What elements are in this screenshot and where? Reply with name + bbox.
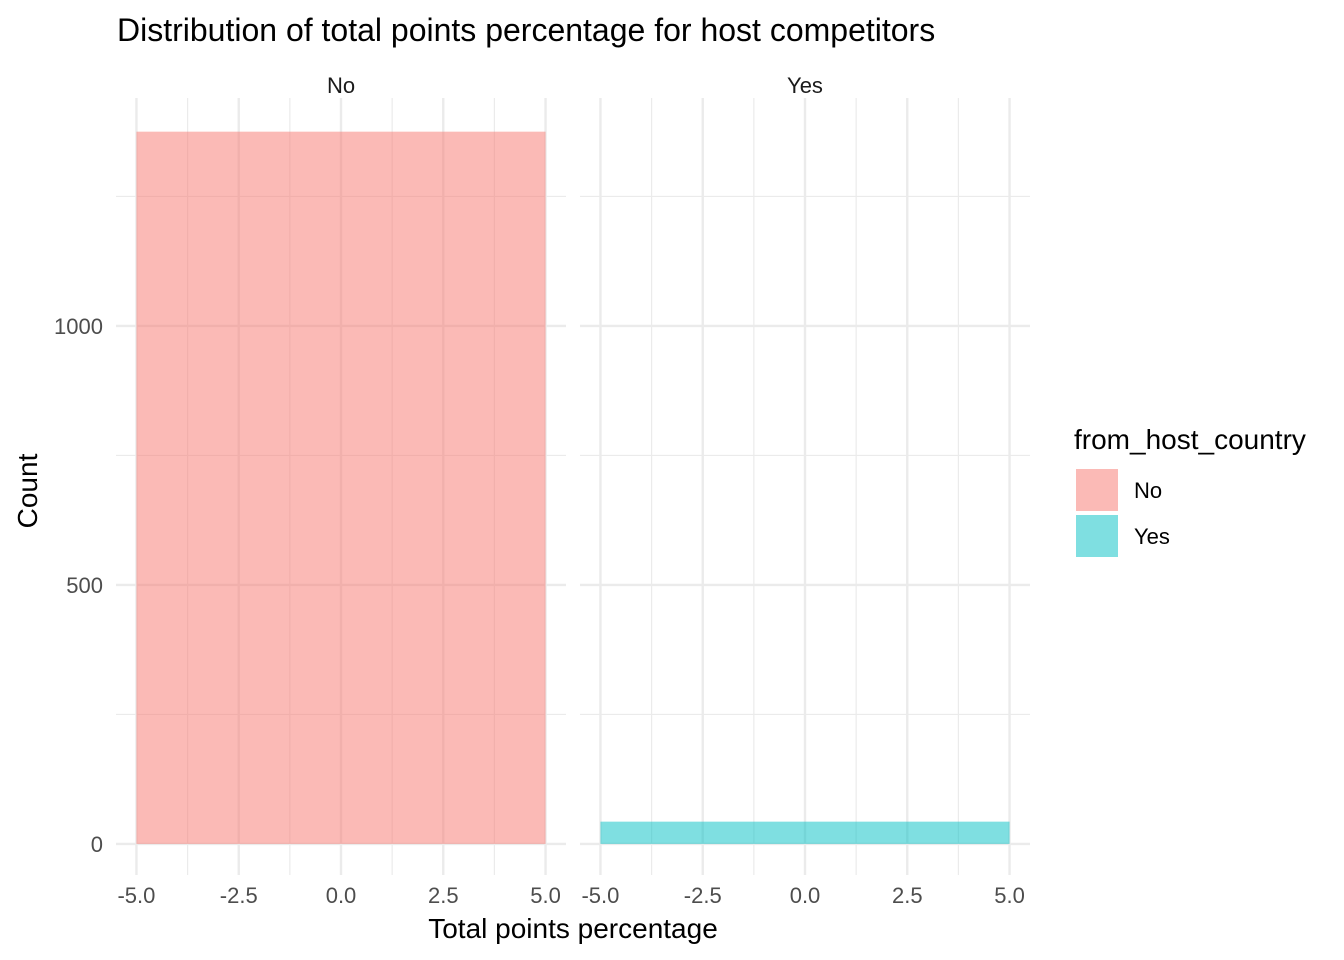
- x-tick-label: -5.0: [117, 883, 155, 908]
- facet-panel-no: No -5.0 -2.5 0.0 2.5 5.0: [116, 73, 566, 908]
- facet-strip-label: No: [327, 73, 355, 98]
- x-tick-label: -2.5: [220, 883, 258, 908]
- legend-title: from_host_country: [1074, 424, 1306, 455]
- x-tick-label: -5.0: [581, 883, 619, 908]
- x-tick-label: 5.0: [530, 883, 561, 908]
- x-tick-label: 0.0: [790, 883, 821, 908]
- facet-panels: No -5.0 -2.5 0.0 2.5 5.0 Yes -5.0 -2.5 0.0 2.5 5.0 0…: [54, 73, 1030, 908]
- legend-key-no: [1076, 469, 1118, 511]
- legend-key-yes: [1076, 515, 1118, 557]
- legend: from_host_country No Yes: [1074, 424, 1306, 557]
- y-tick-label: 500: [66, 573, 103, 598]
- facet-panel-yes: Yes -5.0 -2.5 0.0 2.5 5.0: [580, 73, 1030, 908]
- x-tick-label: 2.5: [428, 883, 459, 908]
- x-tick-label: 5.0: [994, 883, 1025, 908]
- y-tick-label: 1000: [54, 314, 103, 339]
- facet-strip-label: Yes: [787, 73, 823, 98]
- y-tick-label: 0: [91, 832, 103, 857]
- x-tick-label: 2.5: [892, 883, 923, 908]
- x-tick-label: 0.0: [326, 883, 357, 908]
- legend-label: Yes: [1134, 524, 1170, 549]
- y-axis-label: Count: [12, 453, 43, 528]
- legend-label: No: [1134, 478, 1162, 503]
- bar-yes: [600, 821, 1010, 844]
- x-axis-label: Total points percentage: [428, 913, 718, 944]
- x-tick-label: -2.5: [684, 883, 722, 908]
- chart-title: Distribution of total points percentage …: [117, 12, 935, 48]
- bar-no: [136, 131, 546, 844]
- legend-items: No Yes: [1076, 469, 1170, 557]
